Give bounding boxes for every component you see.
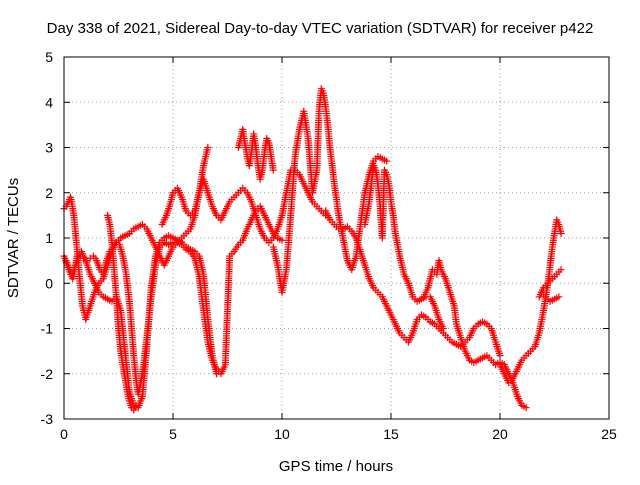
chart-title: Day 338 of 2021, Sidereal Day-to-day VTE… bbox=[47, 20, 594, 37]
data-layer bbox=[60, 85, 565, 414]
x-tick-label: 5 bbox=[169, 426, 177, 442]
series-track-1 bbox=[60, 202, 286, 398]
data-point bbox=[213, 370, 221, 378]
data-point bbox=[555, 293, 563, 301]
y-tick-label: 4 bbox=[45, 94, 53, 110]
y-tick-label: -1 bbox=[41, 321, 54, 337]
series-track-6 bbox=[234, 125, 277, 183]
y-tick-label: 0 bbox=[45, 275, 53, 291]
series-track-8 bbox=[322, 207, 504, 360]
x-axis-label: GPS time / hours bbox=[279, 458, 393, 475]
x-tick-label: 0 bbox=[60, 426, 68, 442]
x-tick-label: 10 bbox=[274, 426, 290, 442]
series-track-4 bbox=[104, 211, 140, 414]
data-point bbox=[132, 401, 140, 409]
y-axis-label: SDTVAR / TECUs bbox=[5, 178, 22, 298]
series-track-13 bbox=[537, 288, 563, 305]
x-tick-label: 25 bbox=[601, 426, 617, 442]
data-point bbox=[278, 236, 286, 244]
data-point bbox=[557, 266, 565, 274]
y-tick-label: 1 bbox=[45, 230, 53, 246]
data-point bbox=[383, 157, 391, 165]
x-tick-label: 20 bbox=[492, 426, 508, 442]
data-point bbox=[522, 404, 530, 412]
series-track-3 bbox=[60, 144, 212, 323]
y-tick-label: -3 bbox=[41, 411, 54, 427]
y-tick-label: 5 bbox=[45, 49, 53, 65]
axis-ticks: 0 5 10 15 20 25 -3 -2 -1 0 1 2 3 4 5 bbox=[41, 49, 617, 442]
series-track-11 bbox=[496, 216, 565, 387]
y-tick-label: 2 bbox=[45, 185, 53, 201]
y-tick-label: 3 bbox=[45, 140, 53, 156]
series-track-7 bbox=[269, 85, 391, 296]
data-point bbox=[204, 144, 212, 151]
series-track-9 bbox=[361, 162, 447, 332]
series-track-5 bbox=[158, 166, 330, 247]
data-point bbox=[557, 229, 565, 237]
x-tick-label: 15 bbox=[383, 426, 399, 442]
y-tick-label: -2 bbox=[41, 366, 54, 382]
data-point bbox=[439, 325, 447, 332]
data-point bbox=[496, 352, 504, 360]
series-track-10 bbox=[420, 257, 530, 412]
data-point bbox=[269, 166, 277, 174]
